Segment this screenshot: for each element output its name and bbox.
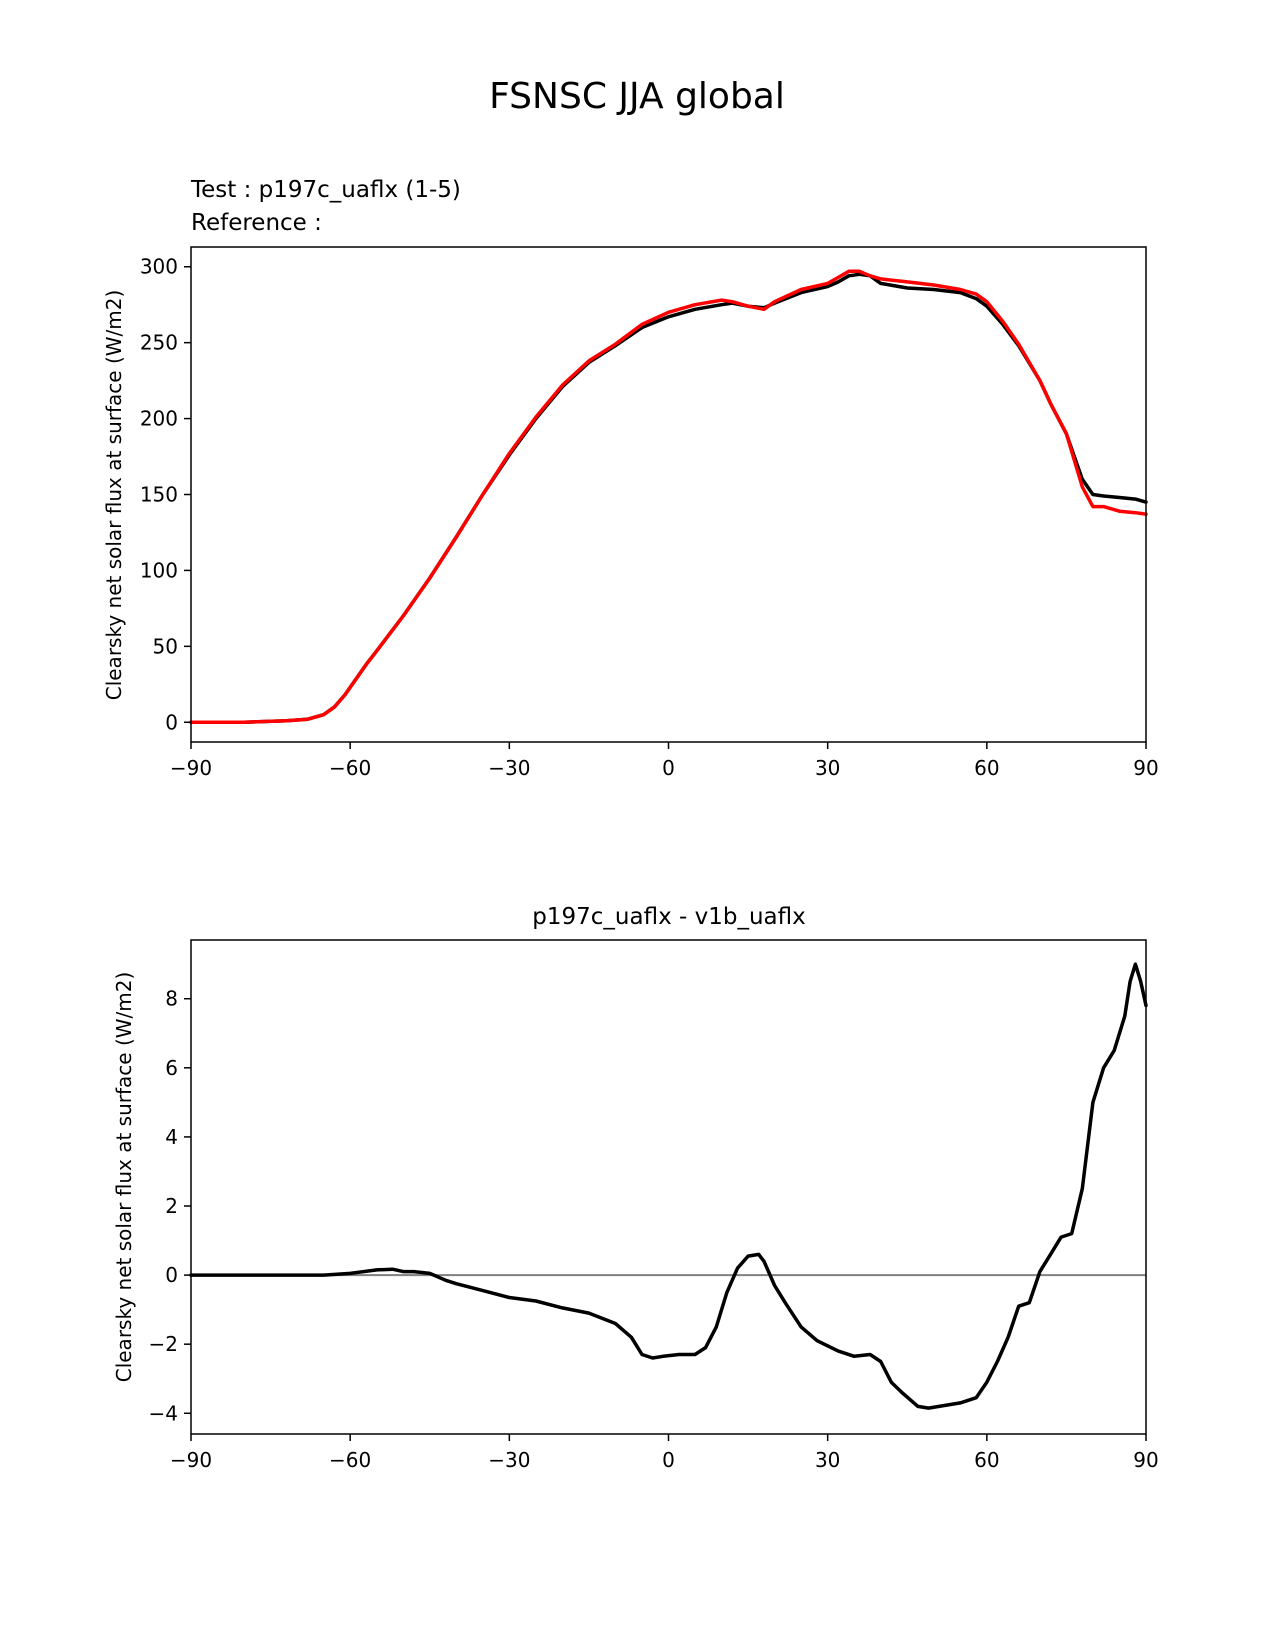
top-x-tick-label: 60 — [974, 756, 999, 780]
bottom-y-tick-label: 8 — [165, 987, 178, 1011]
bottom-y-tick-label: −4 — [149, 1401, 178, 1425]
bottom-y-axis-label: Clearsky net solar flux at surface (W/m2… — [112, 972, 136, 1383]
figure-title: FSNSC JJA global — [489, 76, 785, 117]
bottom-chart-title: p197c_uaflx - v1b_uaflx — [532, 904, 805, 930]
top-x-tick-label: −90 — [170, 756, 212, 780]
bottom-x-tick-label: 90 — [1133, 1448, 1158, 1472]
top-x-tick-label: 0 — [662, 756, 675, 780]
bottom-x-tick-label: 60 — [974, 1448, 999, 1472]
top-x-tick-label: 30 — [815, 756, 840, 780]
top-y-tick-label: 0 — [165, 710, 178, 734]
top-x-tick-label: −60 — [329, 756, 371, 780]
bottom-x-tick-label: 0 — [662, 1448, 675, 1472]
top-y-tick-label: 50 — [153, 634, 178, 658]
top-chart: Test : p197c_uaflx (1-5) Reference : Cle… — [102, 177, 1159, 780]
top-x-tick-label: 90 — [1133, 756, 1158, 780]
top-y-tick-label: 250 — [140, 331, 178, 355]
bottom-y-tick-label: −2 — [149, 1332, 178, 1356]
subtitle-test: Test : p197c_uaflx (1-5) — [190, 177, 461, 203]
top-y-tick-label: 300 — [140, 255, 178, 279]
top-series-reference — [189, 269, 1148, 725]
bottom-x-tick-label: 30 — [815, 1448, 840, 1472]
top-x-tick-label: −30 — [488, 756, 530, 780]
top-y-axis-label: Clearsky net solar flux at surface (W/m2… — [102, 290, 126, 701]
bottom-x-tick-label: −60 — [329, 1448, 371, 1472]
subtitle-reference: Reference : — [191, 210, 322, 236]
bottom-x-tick-label: −90 — [170, 1448, 212, 1472]
top-y-tick-label: 100 — [140, 558, 178, 582]
bottom-y-tick-label: 0 — [165, 1263, 178, 1287]
bottom-x-tick-label: −30 — [488, 1448, 530, 1472]
bottom-y-tick-label: 6 — [165, 1056, 178, 1080]
bottom-y-tick-label: 4 — [165, 1125, 178, 1149]
top-series-test — [189, 272, 1148, 725]
top-y-tick-label: 150 — [140, 483, 178, 507]
bottom-y-tick-label: 2 — [165, 1194, 178, 1218]
bottom-axes-frame — [190, 939, 1147, 1435]
bottom-series-difference — [189, 962, 1148, 1410]
bottom-chart: p197c_uaflx - v1b_uaflx Clearsky net sol… — [112, 904, 1159, 1472]
top-y-tick-label: 200 — [140, 407, 178, 431]
